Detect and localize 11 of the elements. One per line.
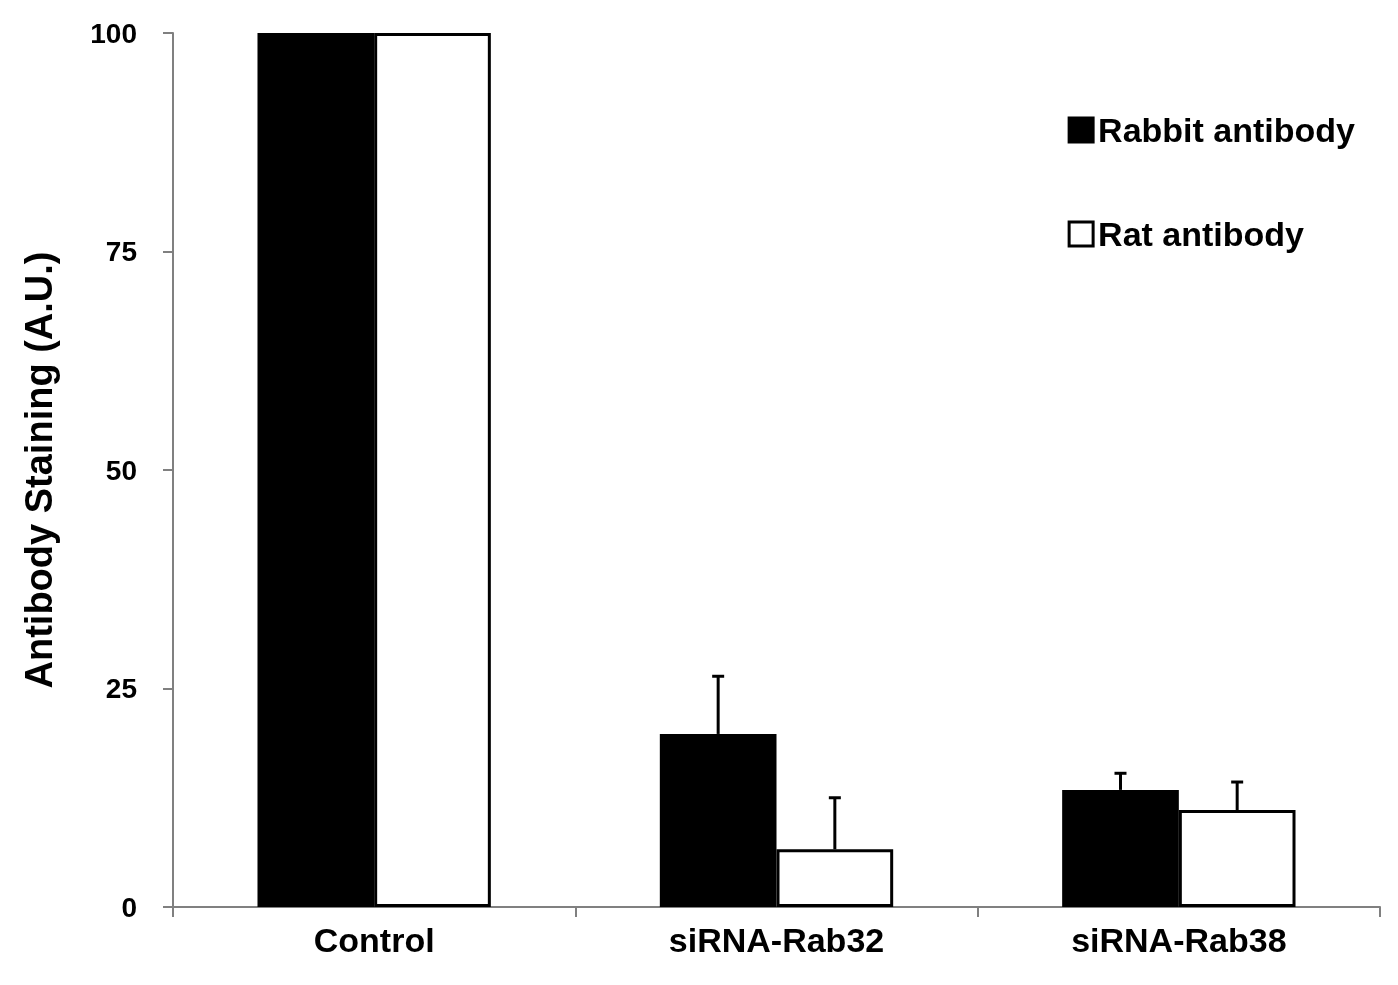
x-tick-label: siRNA-Rab32 bbox=[668, 921, 885, 959]
y-tick-label: 25 bbox=[105, 673, 137, 704]
legend-label: Rabbit antibody bbox=[1098, 111, 1356, 149]
y-axis-title: Antibody Staining (A.U.) bbox=[18, 251, 60, 689]
x-tick-label: siRNA-Rab38 bbox=[1071, 921, 1287, 959]
y-tick-label: 50 bbox=[105, 454, 137, 486]
x-tick-label: Control bbox=[313, 921, 435, 959]
y-tick-label: 0 bbox=[121, 891, 137, 923]
legend-label: Rat antibody bbox=[1098, 215, 1305, 253]
y-tick-label: 100 bbox=[90, 17, 137, 49]
y-tick-label: 75 bbox=[105, 236, 137, 267]
